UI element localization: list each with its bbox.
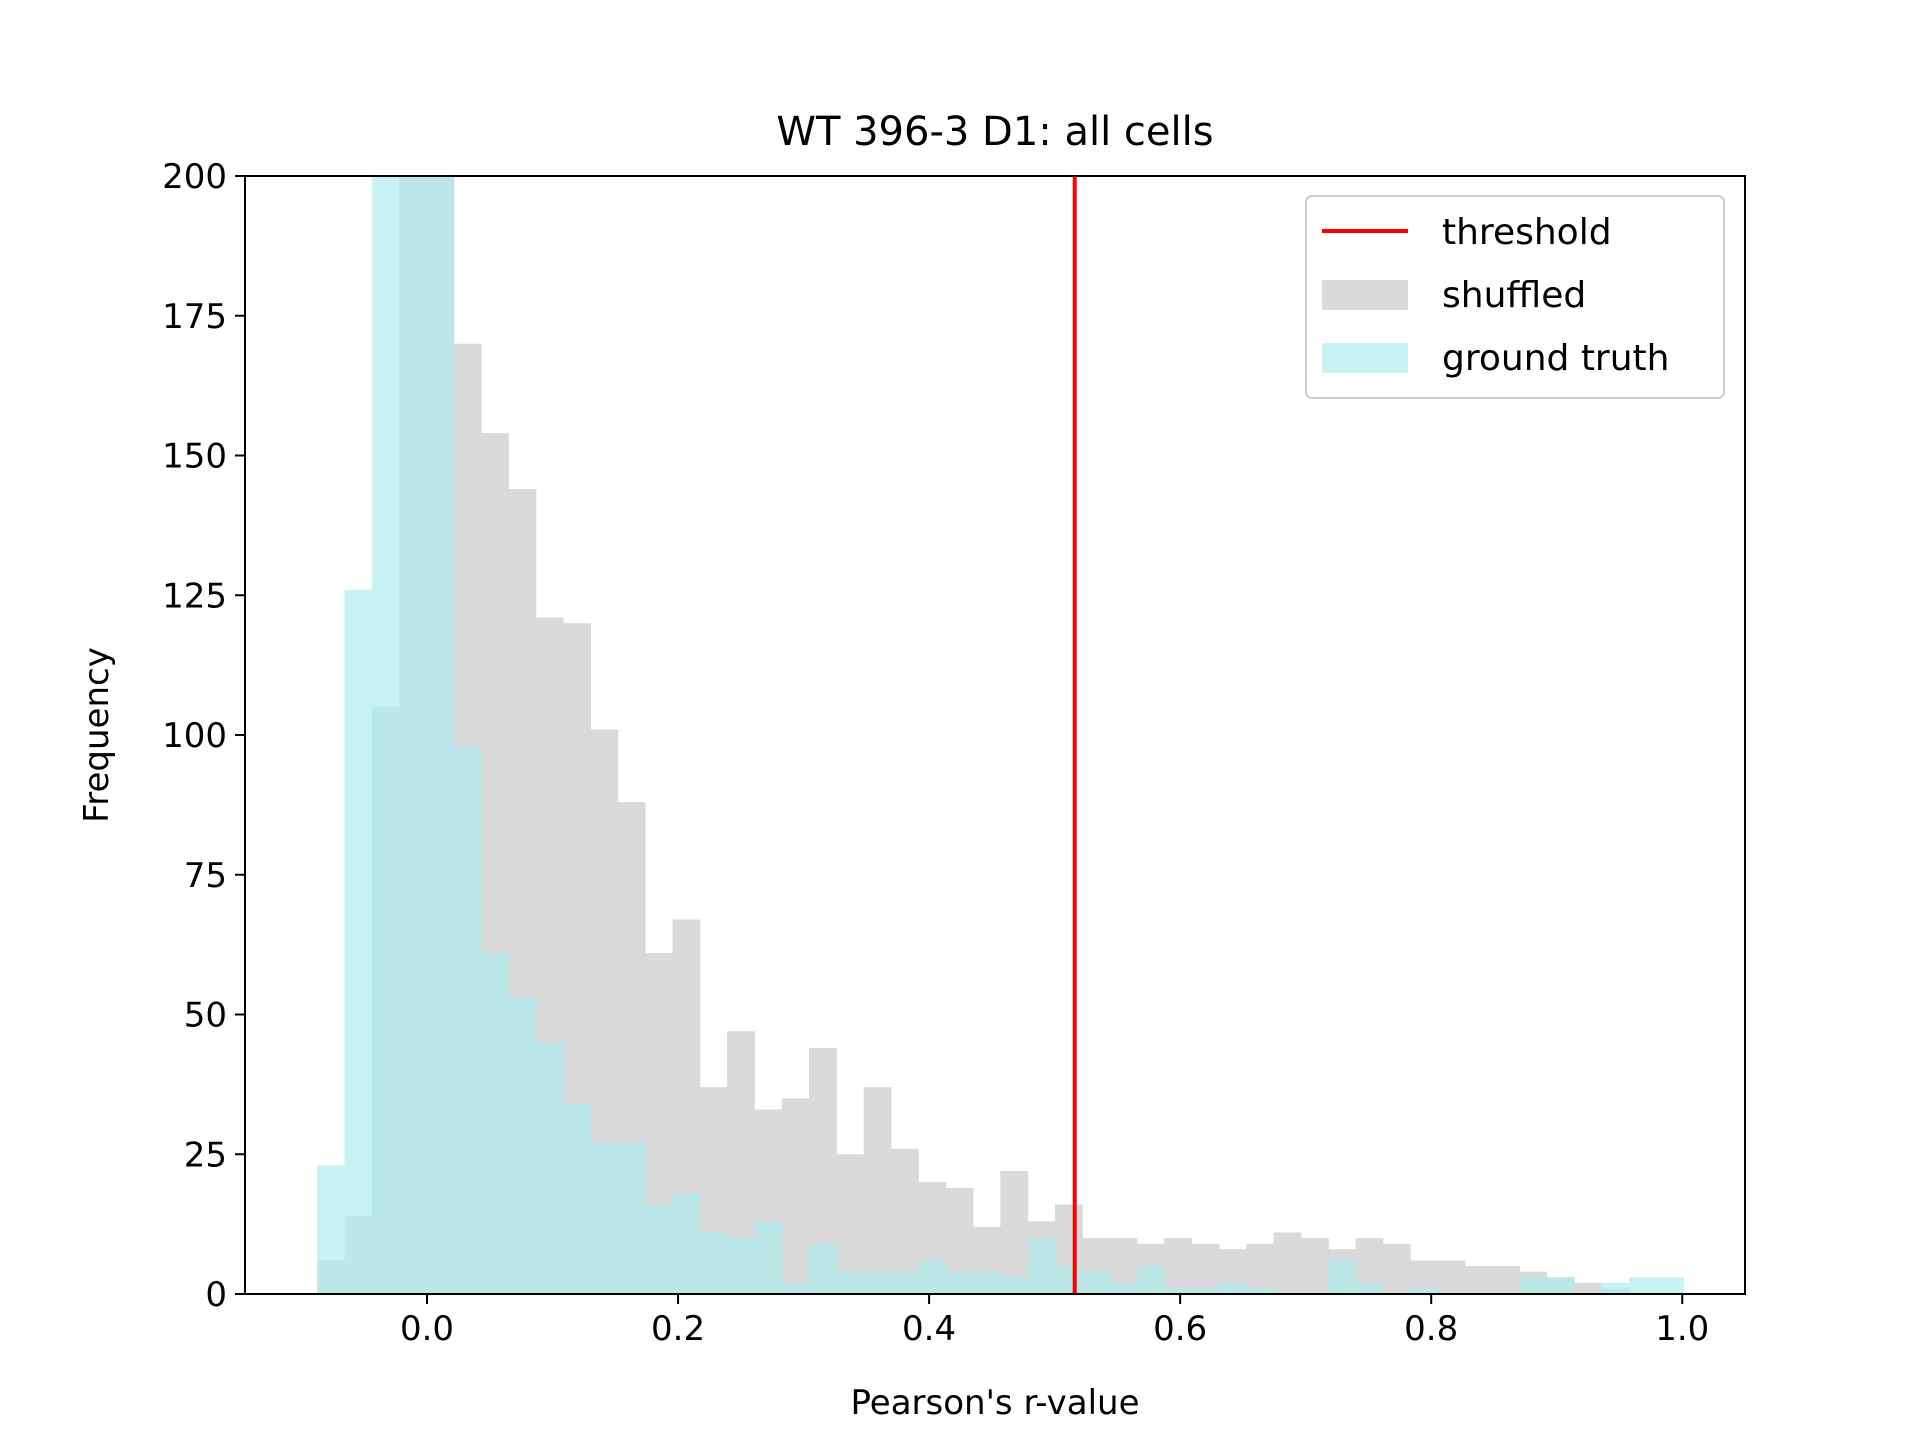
ground-truth-bar bbox=[918, 1260, 947, 1294]
x-tick-label: 0.8 bbox=[1404, 1309, 1458, 1349]
ground-truth-bars bbox=[317, 176, 1684, 1294]
ground-truth-bar bbox=[945, 1271, 974, 1294]
ground-truth-bar bbox=[1246, 1288, 1275, 1294]
x-axis: 0.0 0.2 0.4 0.6 0.8 1.0 bbox=[400, 1294, 1709, 1349]
y-tick-label: 75 bbox=[184, 856, 227, 896]
ground-truth-bar bbox=[836, 1271, 865, 1294]
ground-truth-bar bbox=[1656, 1277, 1684, 1294]
y-tick-label: 100 bbox=[162, 716, 227, 756]
ground-truth-bar bbox=[672, 1193, 701, 1294]
ground-truth-bar bbox=[1082, 1271, 1111, 1294]
legend: threshold shuffled ground truth bbox=[1305, 195, 1725, 399]
shuffled-bar bbox=[836, 1154, 865, 1294]
ground-truth-bar bbox=[1355, 1282, 1384, 1294]
y-tick-label: 25 bbox=[184, 1135, 227, 1175]
chart-title: WT 396-3 D1: all cells bbox=[776, 109, 1213, 155]
ground-truth-bar bbox=[754, 1221, 783, 1294]
ground-truth-bar bbox=[1628, 1277, 1657, 1294]
shuffled-bar bbox=[1000, 1171, 1029, 1294]
ground-truth-bar bbox=[1109, 1282, 1138, 1294]
y-tick-label: 150 bbox=[162, 437, 227, 477]
x-tick-label: 0.4 bbox=[902, 1309, 956, 1349]
y-axis-label: Frequency bbox=[77, 647, 117, 823]
ground-truth-bar bbox=[453, 746, 482, 1294]
ground-truth-bar bbox=[727, 1238, 755, 1294]
x-axis-label: Pearson's r-value bbox=[851, 1383, 1140, 1423]
y-tick-label: 175 bbox=[162, 297, 227, 337]
ground-truth-bar bbox=[399, 176, 427, 1294]
ground-truth-bar bbox=[1546, 1277, 1575, 1294]
ground-truth-bar bbox=[617, 1143, 646, 1294]
ground-truth-bar bbox=[809, 1243, 837, 1294]
ground-truth-bar bbox=[344, 589, 373, 1294]
shuffled-bar bbox=[781, 1098, 810, 1294]
ground-truth-bar bbox=[590, 1143, 619, 1294]
y-axis: 0 25 50 75 100 125 150 175 200 bbox=[162, 157, 245, 1315]
shuffled-bar bbox=[1437, 1260, 1466, 1294]
ground-truth-bar bbox=[1328, 1260, 1357, 1294]
shuffled-bar bbox=[1464, 1266, 1493, 1294]
ground-truth-bar bbox=[481, 953, 509, 1294]
shuffled-bar bbox=[1574, 1282, 1603, 1294]
shuffled-bar bbox=[891, 1148, 919, 1294]
y-tick-label: 50 bbox=[184, 996, 227, 1036]
ground-truth-bar bbox=[508, 997, 537, 1294]
ground-truth-bar bbox=[1000, 1277, 1029, 1294]
legend-ground-truth-swatch bbox=[1322, 343, 1408, 373]
legend-shuffled-label: shuffled bbox=[1442, 275, 1586, 316]
ground-truth-bar bbox=[973, 1271, 1001, 1294]
ground-truth-bar bbox=[1218, 1282, 1247, 1294]
shuffled-bar bbox=[1382, 1243, 1411, 1294]
ground-truth-bar bbox=[1054, 1266, 1083, 1294]
legend-threshold-label: threshold bbox=[1442, 212, 1612, 253]
y-tick-label: 200 bbox=[162, 157, 227, 197]
shuffled-bar bbox=[1246, 1243, 1275, 1294]
ground-truth-bar bbox=[645, 1204, 673, 1294]
ground-truth-bar bbox=[699, 1232, 728, 1294]
ground-truth-bar bbox=[863, 1271, 892, 1294]
y-tick-label: 0 bbox=[205, 1275, 227, 1315]
shuffled-bar bbox=[1492, 1266, 1521, 1294]
ground-truth-bar bbox=[1519, 1277, 1548, 1294]
x-tick-label: 0.0 bbox=[400, 1309, 454, 1349]
shuffled-bar bbox=[1300, 1238, 1329, 1294]
ground-truth-bar bbox=[317, 1165, 346, 1294]
ground-truth-bar bbox=[781, 1282, 810, 1294]
ground-truth-bar bbox=[891, 1271, 919, 1294]
ground-truth-bar bbox=[1136, 1266, 1165, 1294]
ground-truth-bar bbox=[1164, 1288, 1193, 1294]
ground-truth-bar bbox=[426, 176, 455, 1294]
legend-shuffled-swatch bbox=[1322, 280, 1408, 310]
shuffled-bar bbox=[1273, 1232, 1302, 1294]
ground-truth-bar bbox=[563, 1103, 591, 1294]
shuffled-bar bbox=[1191, 1243, 1220, 1294]
legend-box bbox=[1305, 195, 1725, 399]
x-tick-label: 0.2 bbox=[651, 1309, 705, 1349]
ground-truth-bar bbox=[371, 176, 400, 1294]
x-tick-label: 0.6 bbox=[1153, 1309, 1207, 1349]
ground-truth-bar bbox=[1410, 1288, 1439, 1294]
ground-truth-bar bbox=[1191, 1288, 1220, 1294]
legend-ground-truth-label: ground truth bbox=[1442, 338, 1669, 379]
y-tick-label: 125 bbox=[162, 576, 227, 616]
ground-truth-bar bbox=[1027, 1238, 1056, 1294]
x-tick-label: 1.0 bbox=[1655, 1309, 1709, 1349]
ground-truth-bar bbox=[1601, 1282, 1630, 1294]
shuffled-bar bbox=[1164, 1238, 1193, 1294]
shuffled-bar bbox=[863, 1087, 892, 1294]
ground-truth-bar bbox=[535, 1042, 564, 1294]
